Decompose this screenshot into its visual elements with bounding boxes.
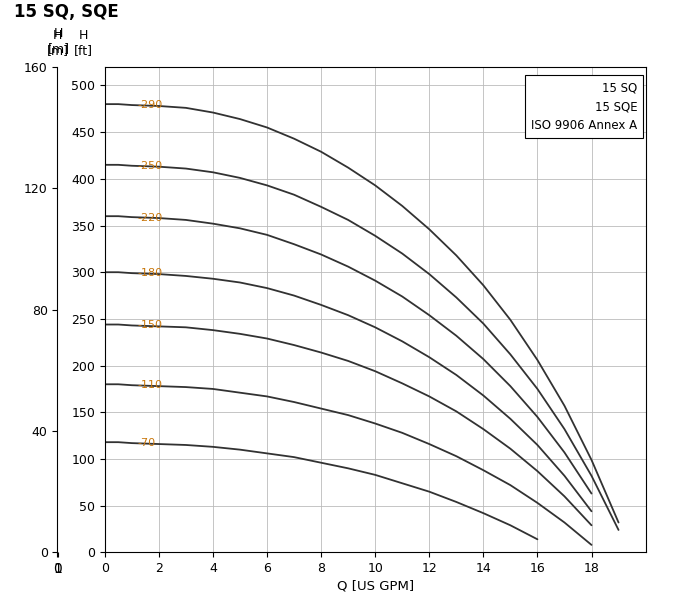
Text: 15 SQ, SQE: 15 SQ, SQE — [14, 3, 118, 21]
Text: -220: -220 — [137, 213, 162, 223]
Text: -70: -70 — [137, 438, 155, 448]
Text: -150: -150 — [137, 320, 162, 330]
Text: H
[m]: H [m] — [48, 27, 70, 55]
Text: -290: -290 — [137, 100, 162, 110]
Text: 15 SQ
15 SQE
ISO 9906 Annex A: 15 SQ 15 SQE ISO 9906 Annex A — [531, 81, 637, 132]
Text: -250: -250 — [137, 161, 162, 171]
Text: -180: -180 — [137, 268, 162, 278]
Text: H
[ft]: H [ft] — [74, 29, 93, 57]
X-axis label: Q [US GPM]: Q [US GPM] — [337, 579, 414, 592]
Text: H
[m]: H [m] — [47, 29, 69, 57]
Text: -110: -110 — [137, 380, 162, 390]
